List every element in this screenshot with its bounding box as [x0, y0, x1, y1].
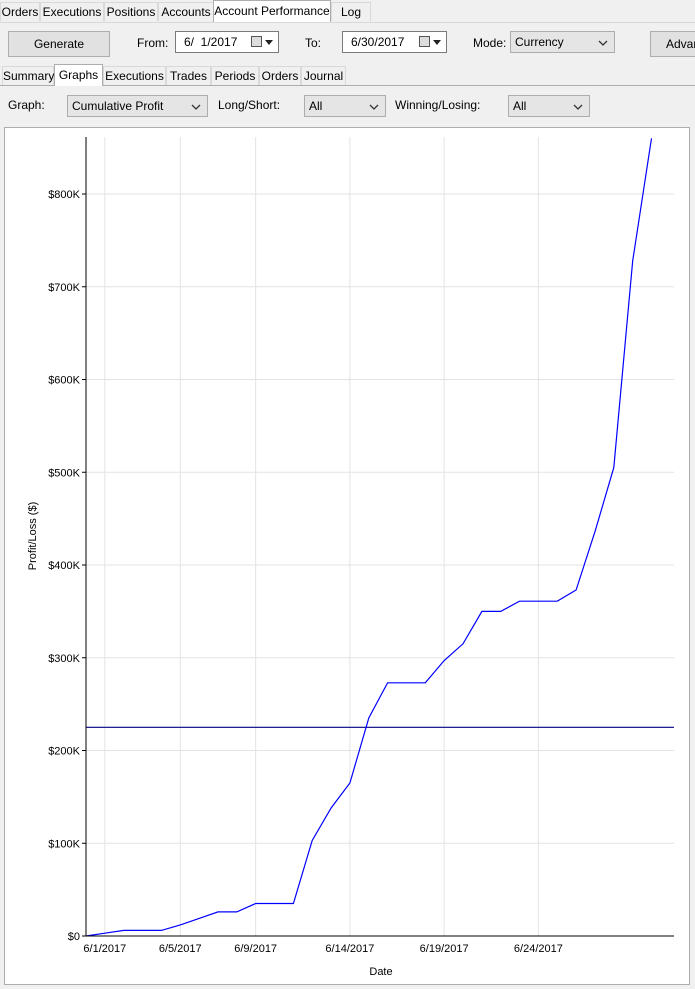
to-date-value: 6/30/2017 [351, 35, 405, 49]
y-tick-label: $600K [48, 375, 80, 387]
chart-axes [82, 137, 674, 937]
subtab-trades[interactable]: Trades [166, 66, 211, 85]
y-tick-label: $800K [48, 189, 80, 201]
series-line [85, 138, 653, 937]
y-tick-label: $200K [48, 746, 80, 758]
from-label: From: [137, 36, 169, 50]
subtab-summary-label: Summary [3, 69, 55, 83]
calendar-icon[interactable] [419, 36, 430, 47]
tab-orders[interactable]: Orders [0, 2, 40, 21]
from-date-value: 6/ 1/2017 [184, 35, 238, 49]
y-tick-label: $100K [48, 838, 80, 850]
y-tick-label: $300K [48, 653, 80, 665]
chart-grid [86, 137, 674, 936]
subtab-executions-label: Executions [105, 69, 164, 83]
mode-value: Currency [515, 35, 564, 49]
y-tick-label: $400K [48, 560, 80, 572]
x-tick-label: 6/19/2017 [420, 943, 469, 955]
longshort-value: All [309, 99, 323, 113]
x-tick-label: 6/24/2017 [514, 943, 563, 955]
y-tick-label: $0 [68, 931, 80, 943]
x-tick-labels: 6/1/2017 6/5/2017 6/9/2017 6/14/2017 6/19/20… [83, 943, 562, 955]
tab-account-performance-label: Account Performance [214, 4, 330, 18]
calendar-icon[interactable] [251, 36, 262, 47]
subtab-journal[interactable]: Journal [301, 66, 346, 85]
x-tick-label: 6/1/2017 [83, 943, 126, 955]
chevron-down-icon [598, 40, 608, 46]
subtab-trades-label: Trades [170, 69, 207, 83]
x-tick-label: 6/14/2017 [325, 943, 374, 955]
x-axis-label: Date [369, 966, 392, 978]
x-tick-label: 6/9/2017 [234, 943, 277, 955]
chart-panel: $0 $100K $200K $300K $400K $500K $600K $700K $80… [4, 127, 690, 985]
subtab-summary[interactable]: Summary [2, 66, 54, 85]
tab-accounts[interactable]: Accounts [158, 2, 214, 21]
winlose-value: All [513, 99, 527, 113]
mode-label: Mode: [473, 36, 507, 50]
graph-select[interactable]: Cumulative Profit [67, 95, 208, 117]
tab-accounts-label: Accounts [161, 5, 211, 19]
cumulative-profit-line [85, 138, 653, 937]
y-tick-label: $500K [48, 467, 80, 479]
tab-executions[interactable]: Executions [40, 2, 104, 21]
graph-label: Graph: [8, 98, 45, 112]
subtab-journal-label: Journal [303, 69, 344, 83]
chevron-down-icon [369, 104, 379, 110]
tab-log[interactable]: Log [331, 2, 371, 21]
longshort-select[interactable]: All [304, 95, 386, 117]
dropdown-arrow-icon[interactable] [433, 40, 441, 45]
y-axis-label: Profit/Loss ($) [27, 502, 39, 570]
tab-positions-label: Positions [106, 5, 156, 19]
winlose-label: Winning/Losing: [395, 98, 481, 112]
x-tick-label: 6/5/2017 [159, 943, 202, 955]
graph-value: Cumulative Profit [72, 99, 164, 113]
tab-log-label: Log [340, 5, 362, 19]
subtab-periods[interactable]: Periods [211, 66, 259, 85]
chevron-down-icon [191, 104, 201, 110]
subtab-orders[interactable]: Orders [259, 66, 301, 85]
subtab-graphs[interactable]: Graphs [54, 64, 103, 86]
subtab-graphs-label: Graphs [58, 68, 99, 82]
y-tick-labels: $0 $100K $200K $300K $400K $500K $600K $700K $80… [48, 189, 80, 943]
advanced-button[interactable]: Advan [650, 31, 695, 57]
chevron-down-icon [573, 104, 583, 110]
longshort-label: Long/Short: [218, 98, 281, 112]
to-label: To: [305, 36, 322, 50]
subtab-orders-label: Orders [261, 69, 299, 83]
subtab-executions[interactable]: Executions [103, 66, 166, 85]
y-tick-label: $700K [48, 282, 80, 294]
cumulative-profit-chart: $0 $100K $200K $300K $400K $500K $600K $700K $80… [27, 137, 674, 978]
tab-positions[interactable]: Positions [104, 2, 158, 21]
tab-orders-label: Orders [1, 5, 39, 19]
from-date-field[interactable]: 6/ 1/2017 [175, 31, 279, 53]
generate-button[interactable]: Generate [8, 31, 110, 57]
tab-executions-label: Executions [42, 5, 102, 19]
subtab-divider [0, 85, 695, 86]
winlose-select[interactable]: All [508, 95, 590, 117]
dropdown-arrow-icon[interactable] [265, 40, 273, 45]
subtab-periods-label: Periods [214, 69, 256, 83]
tab-account-performance[interactable]: Account Performance [213, 0, 331, 22]
mode-select[interactable]: Currency [510, 31, 615, 53]
top-tab-strip: Orders Executions Positions Accounts Acc… [0, 0, 695, 23]
to-date-field[interactable]: 6/30/2017 [342, 31, 447, 53]
